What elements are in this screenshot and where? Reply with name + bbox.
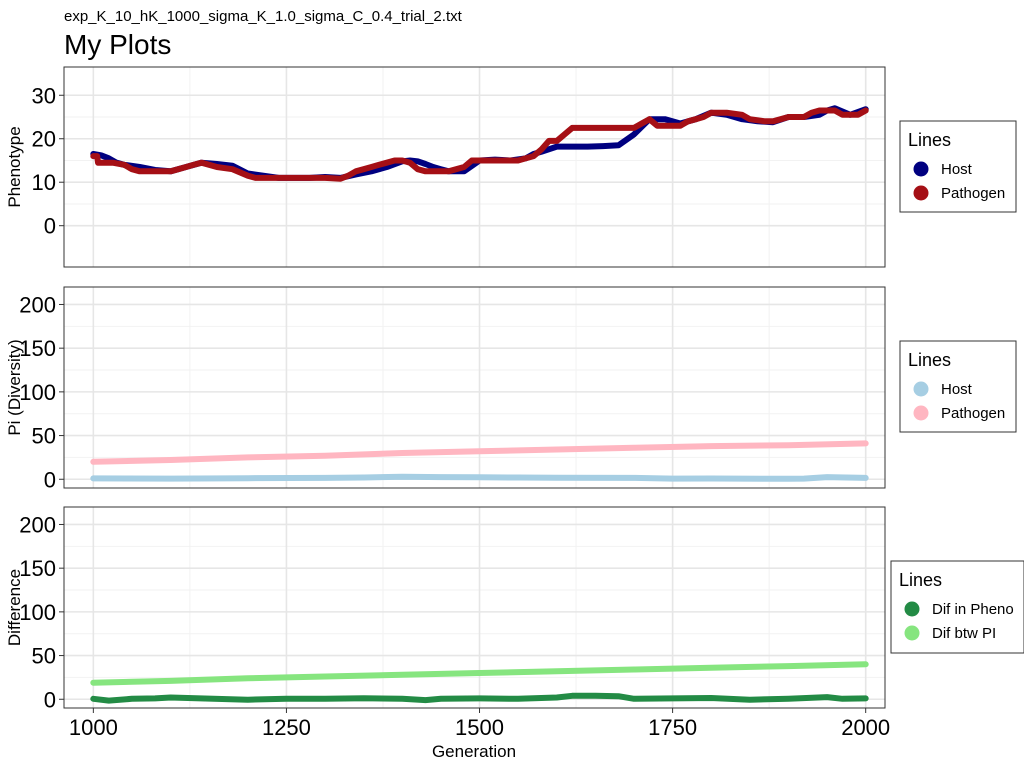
y-tick-label: 200 [19, 292, 56, 317]
x-axis-label: Generation [432, 742, 516, 761]
y-tick-label: 150 [19, 556, 56, 581]
y-axis-label: Pi (Diversity) [5, 339, 24, 435]
legend-key [913, 185, 929, 201]
series-line-dif-btw-pi [90, 661, 869, 686]
y-tick-label: 30 [32, 83, 56, 108]
legend-title: Lines [908, 350, 951, 370]
panels: 0 10 20 30 Phenotype Lines Host Pathogen 0 50 100 1… [5, 66, 1024, 740]
x-axis: 1000 1250 1500 1750 2000 [69, 708, 890, 740]
y-tick-label: 150 [19, 336, 56, 361]
y-tick-label: 200 [19, 512, 56, 537]
y-tick-label: 100 [19, 600, 56, 625]
legend-label: Host [941, 381, 973, 398]
series-line-dif-in-pheno [90, 692, 869, 704]
y-tick-label: 0 [44, 687, 56, 712]
series-line-pathogen [90, 440, 869, 465]
legend-label: Dif in Pheno [932, 601, 1014, 618]
legend-key [904, 625, 920, 641]
panel-2: 0 50 100 150 200 Pi (Diversity) Lines Host Patho… [5, 286, 1017, 492]
y-tick-label: 10 [32, 170, 56, 195]
legend-label: Dif btw PI [932, 625, 996, 642]
y-tick-label: 0 [44, 467, 56, 492]
legend-label: Pathogen [941, 185, 1005, 202]
legend-key [904, 601, 920, 617]
x-tick-label: 2000 [841, 715, 890, 740]
y-tick-label: 100 [19, 380, 56, 405]
series-line-host [90, 473, 869, 482]
legend-title: Lines [908, 130, 951, 150]
y-tick-label: 50 [32, 424, 56, 449]
legend-key [913, 161, 929, 177]
x-tick-label: 1000 [69, 715, 118, 740]
x-tick-label: 1750 [648, 715, 697, 740]
panel-border [63, 66, 886, 268]
legend: Lines Host Pathogen [899, 120, 1017, 213]
panel-3: 0 50 100 150 200 Difference Lines Dif in Pheno D… [5, 506, 1024, 712]
x-tick-label: 1500 [455, 715, 504, 740]
y-tick-label: 20 [32, 127, 56, 152]
file-subtitle: exp_K_10_hK_1000_sigma_K_1.0_sigma_C_0.4… [64, 8, 463, 25]
y-tick-label: 50 [32, 644, 56, 669]
legend-label: Host [941, 161, 973, 178]
legend: Lines Dif in Pheno Dif btw PI [890, 560, 1024, 654]
legend-key [913, 405, 929, 421]
series-line-pathogen [90, 107, 869, 182]
page-title: My Plots [64, 29, 171, 60]
legend-key [913, 381, 929, 397]
legend-label: Pathogen [941, 405, 1005, 422]
x-tick-label: 1250 [262, 715, 311, 740]
panel-border [63, 506, 886, 709]
panel-border [63, 286, 886, 489]
y-axis-label: Phenotype [5, 126, 24, 207]
legend: Lines Host Pathogen [899, 340, 1017, 433]
y-axis-label: Difference [5, 569, 24, 646]
panel-1: 0 10 20 30 Phenotype Lines Host Pathogen [5, 66, 1017, 268]
y-tick-label: 0 [44, 214, 56, 239]
legend-title: Lines [899, 570, 942, 590]
